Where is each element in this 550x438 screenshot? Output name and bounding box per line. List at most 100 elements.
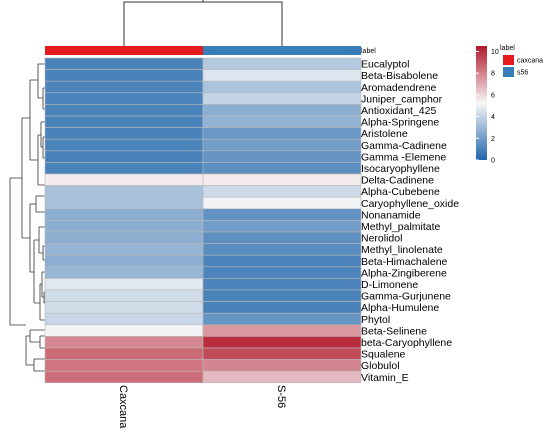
colorbar-tick-label: 10 xyxy=(491,49,499,56)
heatmap-cell xyxy=(202,162,362,175)
row-label: Vitamin_E xyxy=(361,372,409,384)
row-label: Alpha-Springene xyxy=(361,117,439,129)
heatmap-cell xyxy=(44,162,204,175)
legend-swatch-caxcana xyxy=(503,55,514,65)
heatmap-cell xyxy=(44,104,204,117)
heatmap-cell xyxy=(44,370,204,384)
heatmap-cell xyxy=(202,150,362,163)
colorbar xyxy=(476,46,487,160)
heatmap-cell xyxy=(44,196,204,210)
heatmap-cell xyxy=(44,185,204,198)
heatmap-cell xyxy=(202,196,362,210)
row-label: Alpha-Humulene xyxy=(361,302,439,314)
row-label: Beta-Bisabolene xyxy=(361,70,438,82)
heatmap-cell xyxy=(44,301,204,314)
heatmap-cell xyxy=(44,336,204,349)
column-label: Caxcana xyxy=(117,385,129,429)
row-label: Methyl_linolenate xyxy=(361,244,443,256)
heatmap-cell xyxy=(44,80,204,94)
heatmap-cell xyxy=(202,80,362,94)
heatmap-cell xyxy=(44,208,204,221)
row-label: Methyl_palmitate xyxy=(361,221,441,233)
heatmap-cell xyxy=(44,254,204,268)
heatmap-cell xyxy=(44,324,204,337)
column-dendrogram xyxy=(123,0,283,46)
colorbar-tick-label: 0 xyxy=(491,158,495,165)
row-label: D-Limonene xyxy=(361,279,418,291)
heatmap-cell xyxy=(202,289,362,302)
row-label: Beta-Himachalene xyxy=(361,256,448,268)
colorbar-tick-label: 2 xyxy=(491,136,495,143)
heatmap-cell xyxy=(202,301,362,314)
heatmap-cell xyxy=(202,173,362,186)
heatmap-cell xyxy=(44,231,204,244)
legend-swatch-s56 xyxy=(503,67,514,77)
heatmap-cell xyxy=(44,359,204,372)
row-label: Nonanamide xyxy=(361,209,421,221)
row-label: Nerolidol xyxy=(361,233,402,245)
row-label: Aristolene xyxy=(361,128,408,140)
row-dendrogram xyxy=(9,63,45,372)
heatmap-cell xyxy=(44,57,204,70)
heatmap-cell xyxy=(202,185,362,198)
heatmap-cell xyxy=(202,57,362,70)
heatmap-cell xyxy=(202,370,362,384)
heatmap-cell xyxy=(44,312,204,326)
row-label: Squalene xyxy=(361,349,406,361)
row-label: Beta-Selinene xyxy=(361,325,427,337)
heatmap-cell xyxy=(202,231,362,244)
colorbar-tick-label: 4 xyxy=(491,114,495,121)
row-label: Antioxidant_425 xyxy=(361,105,436,117)
row-label: Gamma-Cadinene xyxy=(361,140,447,152)
heatmap-cell xyxy=(202,208,362,221)
heatmap-cell xyxy=(202,69,362,82)
heatmap-cell xyxy=(44,92,204,105)
row-label: Alpha-Zingiberene xyxy=(361,267,447,279)
heatmap-cell xyxy=(44,173,204,186)
heatmap-cell xyxy=(202,104,362,117)
row-label: Aromadendrene xyxy=(361,82,436,94)
row-label: Gamma -Elemene xyxy=(361,151,446,163)
heatmap-cell xyxy=(202,347,362,360)
heatmap-cell xyxy=(202,138,362,152)
heatmap-cell xyxy=(202,312,362,326)
heatmap-cell xyxy=(44,278,204,291)
heatmap-cell xyxy=(202,115,362,128)
heatmap-cell xyxy=(44,347,204,360)
heatmap-cell xyxy=(44,220,204,233)
heatmap-cell xyxy=(202,243,362,256)
row-label: Juniper_camphor xyxy=(361,93,443,105)
legend-title: label xyxy=(500,45,515,52)
colorbar-tick-label: 8 xyxy=(491,71,495,78)
row-label: Globulol xyxy=(361,360,400,372)
annotation-title: label xyxy=(361,48,376,55)
row-label: Alpha-Cubebene xyxy=(361,186,440,198)
heatmap-cell xyxy=(44,289,204,302)
heatmap-cell xyxy=(202,127,362,140)
legend-label-s56: s56 xyxy=(517,70,528,77)
heatmap-cell xyxy=(44,243,204,256)
heatmap-cell xyxy=(44,138,204,152)
heatmap-cell xyxy=(44,150,204,163)
row-label: Eucalyptol xyxy=(361,59,409,71)
legend-label-caxcana: caxcana xyxy=(517,58,543,65)
heatmap-cell xyxy=(44,69,204,82)
annotation-cell-s56 xyxy=(203,46,361,55)
heatmap-cell xyxy=(44,115,204,128)
heatmap-cell xyxy=(44,266,204,279)
heatmap-cell xyxy=(202,278,362,291)
row-label: beta-Caryophyllene xyxy=(361,337,452,349)
heatmap-cell xyxy=(202,220,362,233)
row-label: Delta-Cadinene xyxy=(361,175,434,187)
heatmap-cell xyxy=(202,336,362,349)
heatmap-cell xyxy=(202,266,362,279)
heatmap-cell xyxy=(202,359,362,372)
row-label: Phytol xyxy=(361,314,390,326)
heatmap-cell xyxy=(202,254,362,268)
heatmap-cell xyxy=(44,127,204,140)
row-label: Caryophyllene_oxide xyxy=(361,198,459,210)
row-label: Isocaryophyllene xyxy=(361,163,440,175)
annotation-cell-caxcana xyxy=(45,46,203,55)
heatmap-cell xyxy=(202,324,362,337)
